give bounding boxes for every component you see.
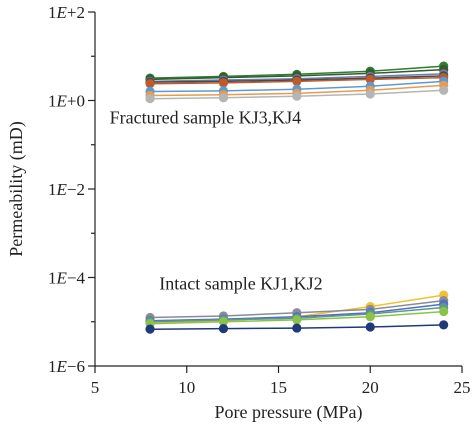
y-tick-label: 1E−4	[48, 269, 85, 288]
x-tick-label: 5	[91, 378, 100, 397]
series-13	[145, 320, 449, 334]
axes	[88, 11, 463, 373]
data-point	[439, 85, 449, 95]
x-tick-label: 20	[362, 378, 379, 397]
data-point	[218, 317, 229, 327]
data-point	[218, 78, 229, 88]
annotation-label: Intact sample KJ1,KJ2	[159, 274, 322, 294]
series-12	[145, 306, 449, 329]
y-tick-label: 1E+2	[48, 3, 85, 22]
data-point	[218, 93, 229, 103]
data-point	[439, 306, 449, 317]
data-point	[292, 76, 302, 87]
data-point	[292, 315, 302, 325]
y-tick-label: 1E−2	[48, 180, 85, 199]
x-tick-label: 10	[178, 378, 195, 397]
y-tick-label: 1E−6	[48, 357, 85, 376]
x-axis-title: Pore pressure (MPa)	[215, 402, 363, 423]
data-point	[292, 91, 302, 101]
data-point	[365, 312, 375, 322]
data-point	[365, 89, 375, 99]
x-tick-label: 15	[270, 378, 287, 397]
labels: 5 10 15 20 25 1E+2 1E+0 1E−2 1E−4 1E−6 Pore pressu…	[6, 3, 471, 423]
y-tick-label: 1E+0	[48, 92, 85, 111]
data-point	[145, 94, 155, 104]
data-point	[365, 322, 375, 332]
data-point	[365, 74, 375, 84]
data-point	[439, 320, 449, 330]
data-point	[145, 79, 155, 89]
series-7	[145, 85, 449, 104]
data-point	[218, 324, 229, 334]
plot-area	[145, 61, 449, 334]
x-tick-label: 25	[454, 378, 471, 397]
y-axis-title: Permeability (mD)	[6, 121, 27, 256]
data-point	[292, 323, 302, 333]
annotation-label: Fractured sample KJ3,KJ4	[110, 108, 301, 128]
data-point	[145, 324, 155, 334]
